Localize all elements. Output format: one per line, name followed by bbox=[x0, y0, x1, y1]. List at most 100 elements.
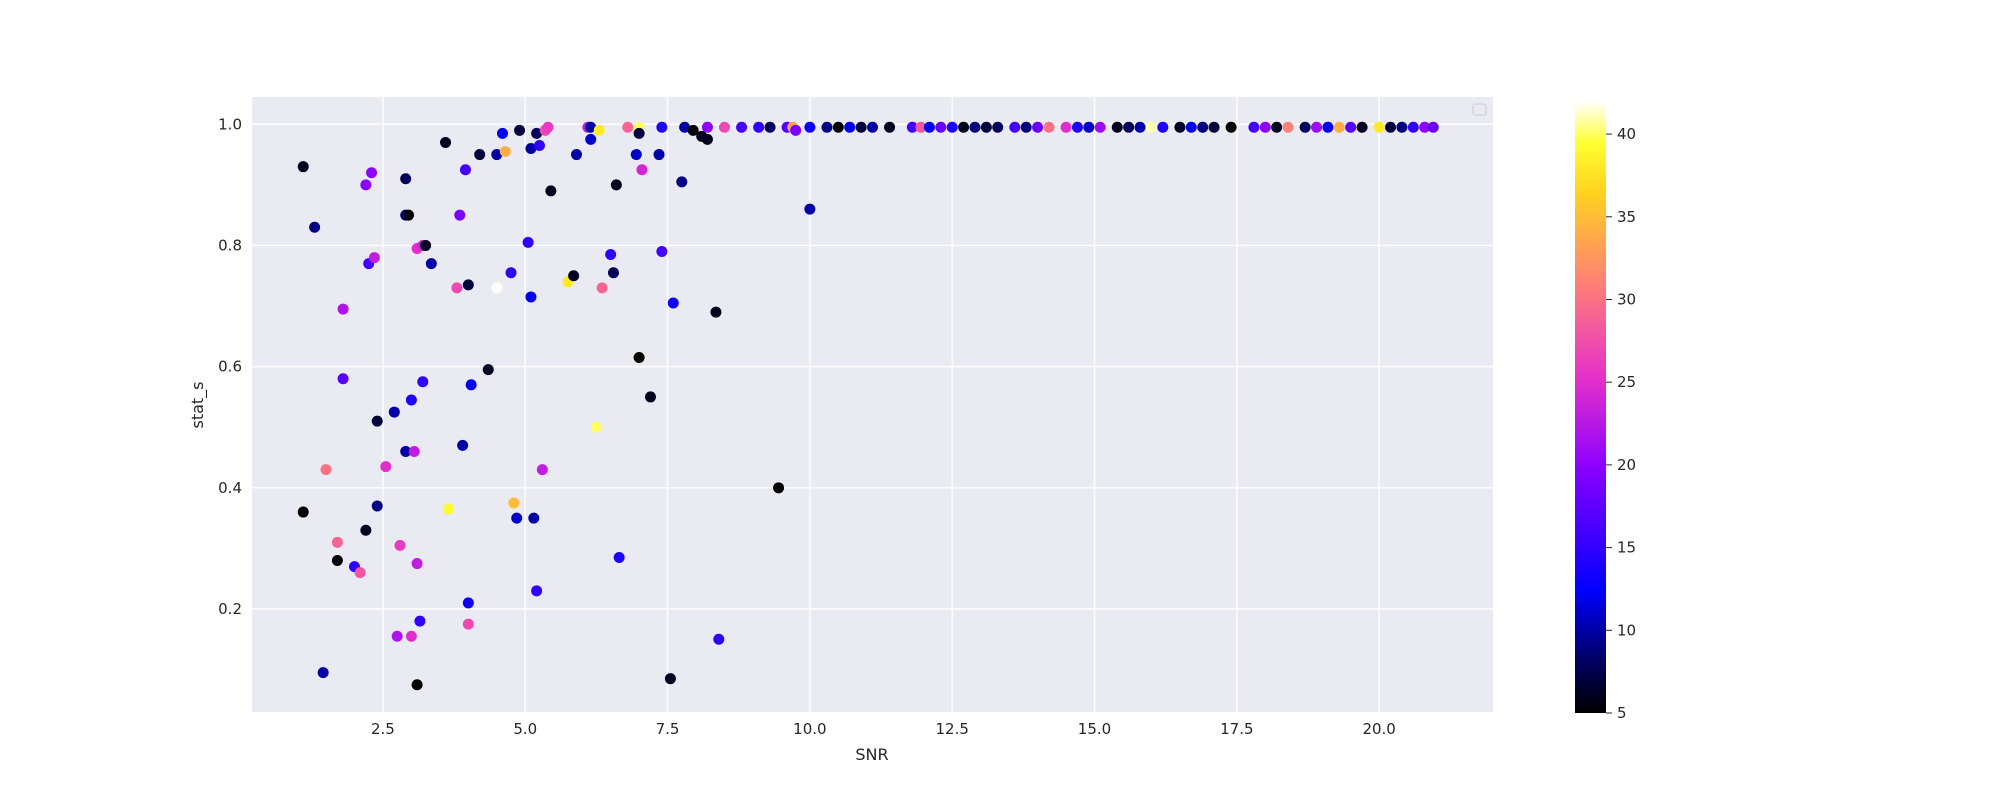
y-tick-label: 0.4 bbox=[218, 479, 242, 497]
data-point bbox=[457, 439, 469, 451]
data-point bbox=[1009, 121, 1021, 133]
data-point bbox=[309, 221, 321, 233]
data-point bbox=[884, 121, 896, 133]
data-point bbox=[491, 282, 503, 294]
data-point bbox=[1060, 121, 1072, 133]
data-point bbox=[1174, 121, 1186, 133]
data-point bbox=[679, 121, 691, 133]
data-point bbox=[969, 121, 981, 133]
data-point bbox=[1322, 121, 1334, 133]
data-point bbox=[474, 149, 486, 161]
data-point bbox=[414, 615, 426, 627]
data-point bbox=[718, 121, 730, 133]
data-point bbox=[1083, 121, 1095, 133]
data-point bbox=[605, 249, 617, 261]
colorbar-tick-label: 20 bbox=[1617, 456, 1636, 474]
data-point bbox=[525, 143, 537, 155]
data-point bbox=[790, 124, 802, 136]
data-point bbox=[514, 124, 526, 136]
x-axis-ticks: 2.5 5.0 7.5 10.0 12.5 15.0 17.5 20.0 bbox=[371, 720, 1396, 738]
data-point bbox=[420, 239, 432, 251]
data-point bbox=[371, 415, 383, 427]
data-point bbox=[368, 252, 380, 264]
data-point bbox=[400, 445, 412, 457]
data-point bbox=[528, 512, 540, 524]
data-point bbox=[459, 164, 471, 176]
data-point bbox=[542, 121, 554, 133]
data-point bbox=[1333, 121, 1345, 133]
y-tick-label: 0.6 bbox=[218, 358, 242, 376]
data-point bbox=[946, 121, 958, 133]
data-point bbox=[633, 127, 645, 139]
data-point bbox=[440, 136, 452, 148]
colorbar-ticks: 5 10 15 20 25 30 35 40 bbox=[1606, 125, 1636, 722]
data-point bbox=[320, 464, 332, 476]
data-point bbox=[522, 236, 534, 248]
data-point bbox=[1123, 121, 1135, 133]
data-point bbox=[451, 282, 463, 294]
data-point bbox=[454, 209, 466, 221]
data-point bbox=[1043, 121, 1055, 133]
data-point bbox=[1094, 121, 1106, 133]
data-point bbox=[360, 179, 372, 191]
data-point bbox=[482, 364, 494, 376]
data-point bbox=[462, 618, 474, 630]
data-point bbox=[713, 633, 725, 645]
x-tick-label: 2.5 bbox=[371, 720, 395, 738]
data-point bbox=[331, 536, 343, 548]
data-point bbox=[371, 500, 383, 512]
x-tick-label: 10.0 bbox=[793, 720, 826, 738]
x-tick-label: 5.0 bbox=[513, 720, 537, 738]
data-point bbox=[906, 121, 918, 133]
data-point bbox=[531, 585, 543, 597]
colorbar-tick-label: 15 bbox=[1617, 539, 1636, 557]
data-point bbox=[821, 121, 833, 133]
data-point bbox=[676, 176, 688, 188]
legend-box bbox=[1472, 103, 1487, 116]
data-point bbox=[511, 512, 523, 524]
colorbar-tick-label: 10 bbox=[1617, 621, 1636, 639]
data-point bbox=[1427, 121, 1439, 133]
data-point bbox=[610, 179, 622, 191]
data-point bbox=[1282, 121, 1294, 133]
data-point bbox=[317, 667, 329, 679]
data-point bbox=[653, 149, 665, 161]
data-point bbox=[855, 121, 867, 133]
y-tick-label: 0.2 bbox=[218, 600, 242, 618]
y-tick-label: 0.8 bbox=[218, 236, 242, 254]
data-point bbox=[664, 673, 676, 685]
colorbar-tick-label: 5 bbox=[1617, 704, 1627, 722]
x-tick-label: 20.0 bbox=[1362, 720, 1395, 738]
data-point bbox=[980, 121, 992, 133]
data-point bbox=[687, 124, 699, 136]
data-point bbox=[354, 567, 366, 579]
y-tick-label: 1.0 bbox=[218, 115, 242, 133]
data-point bbox=[545, 185, 557, 197]
data-point bbox=[915, 121, 927, 133]
data-point bbox=[388, 406, 400, 418]
data-point bbox=[736, 121, 748, 133]
data-point bbox=[568, 270, 580, 282]
data-point bbox=[1134, 121, 1146, 133]
data-point bbox=[462, 597, 474, 609]
x-tick-label: 12.5 bbox=[935, 720, 968, 738]
data-point bbox=[1248, 121, 1260, 133]
data-point bbox=[804, 121, 816, 133]
data-point bbox=[408, 445, 420, 457]
data-point bbox=[1407, 121, 1419, 133]
data-point bbox=[1071, 121, 1083, 133]
data-point bbox=[1020, 121, 1032, 133]
colorbar bbox=[1575, 101, 1606, 713]
data-point bbox=[593, 124, 605, 136]
data-point bbox=[1396, 121, 1408, 133]
data-point bbox=[1385, 121, 1397, 133]
data-point bbox=[636, 164, 648, 176]
data-point bbox=[405, 630, 417, 642]
data-point bbox=[613, 551, 625, 563]
data-point bbox=[958, 121, 970, 133]
x-tick-label: 17.5 bbox=[1220, 720, 1253, 738]
data-point bbox=[667, 297, 679, 309]
x-axis-label: SNR bbox=[855, 745, 888, 764]
data-point bbox=[1225, 121, 1237, 133]
data-point bbox=[425, 258, 437, 270]
